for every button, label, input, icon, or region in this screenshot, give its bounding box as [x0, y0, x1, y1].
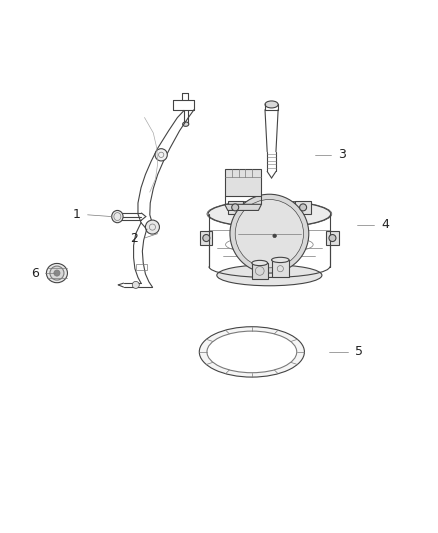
Text: 4: 4 [381, 219, 389, 231]
Circle shape [145, 220, 159, 234]
Circle shape [155, 149, 167, 161]
Polygon shape [228, 201, 243, 214]
Circle shape [54, 270, 60, 276]
Circle shape [232, 204, 239, 211]
Text: 1: 1 [73, 208, 81, 221]
Polygon shape [225, 204, 261, 211]
Ellipse shape [252, 260, 268, 265]
Text: 2: 2 [130, 231, 138, 245]
Polygon shape [252, 263, 268, 279]
Ellipse shape [199, 327, 304, 377]
Circle shape [203, 235, 210, 241]
Ellipse shape [207, 331, 297, 373]
Text: 6: 6 [31, 266, 39, 280]
Polygon shape [272, 260, 289, 278]
Circle shape [273, 234, 276, 238]
Polygon shape [225, 169, 261, 197]
Circle shape [230, 194, 309, 273]
Ellipse shape [46, 263, 67, 282]
Circle shape [132, 281, 139, 288]
Circle shape [235, 199, 304, 268]
Ellipse shape [183, 122, 189, 126]
Ellipse shape [272, 257, 289, 263]
Text: 3: 3 [338, 148, 346, 161]
Circle shape [50, 266, 64, 280]
Polygon shape [326, 231, 339, 245]
Text: 5: 5 [355, 345, 363, 358]
Circle shape [329, 235, 336, 241]
Ellipse shape [112, 211, 123, 223]
Circle shape [300, 204, 307, 211]
Ellipse shape [265, 101, 278, 108]
Polygon shape [200, 231, 212, 245]
Ellipse shape [217, 265, 322, 286]
Polygon shape [295, 201, 311, 214]
Ellipse shape [208, 201, 331, 227]
